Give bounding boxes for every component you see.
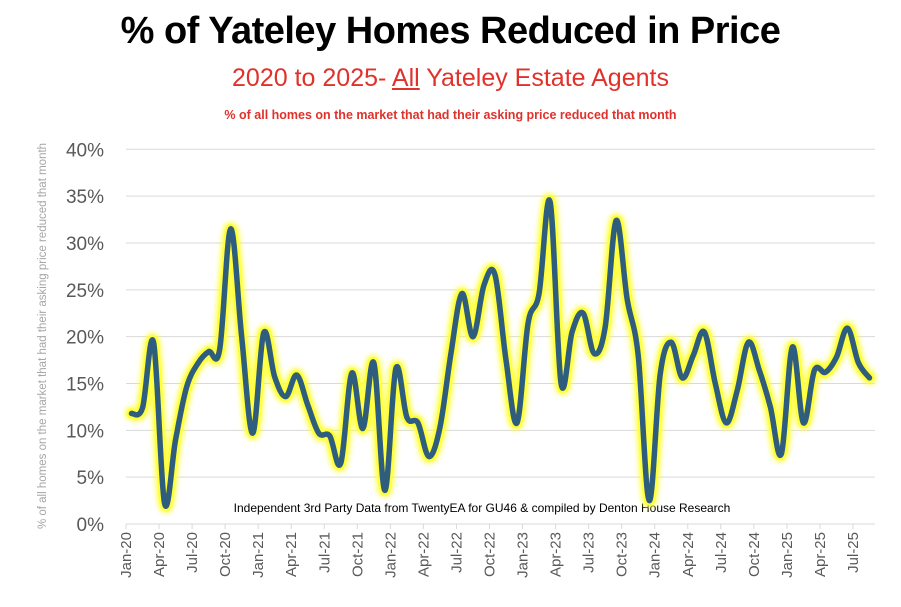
x-tick-label: Oct-24 (746, 532, 763, 577)
x-tick-label: Jul-25 (845, 532, 862, 573)
x-tick-label: Apr-23 (548, 532, 565, 577)
x-tick-label: Jan-25 (779, 532, 796, 578)
y-tick-label: 15% (66, 374, 104, 395)
y-tick-label: 40% (66, 140, 104, 161)
y-tick-label: 30% (66, 234, 104, 255)
x-tick-label: Oct-23 (614, 532, 631, 577)
y-tick-label: 35% (66, 187, 104, 208)
x-tick-label: Jan-20 (118, 532, 135, 578)
x-tick-label: Apr-24 (680, 532, 697, 577)
subtitle-suffix: Yateley Estate Agents (419, 64, 669, 92)
y-tick-label: 25% (66, 281, 104, 302)
x-tick-label: Jan-24 (647, 532, 664, 578)
y-tick-label: 20% (66, 328, 104, 349)
y-tick-label: 10% (66, 421, 104, 442)
x-tick-label: Jul-21 (316, 532, 333, 573)
x-tick-label: Apr-20 (151, 532, 168, 577)
y-tick-label: 0% (77, 515, 105, 536)
x-tick-label: Jan-22 (382, 532, 399, 578)
y-axis-label: % of all homes on the market that had th… (37, 143, 49, 529)
x-tick-label: Jul-24 (713, 532, 730, 573)
series-line (128, 197, 873, 509)
x-tick-label: Apr-22 (415, 532, 432, 577)
series-line-group (124, 192, 877, 514)
x-tick-label: Apr-21 (283, 532, 300, 577)
chart-note: % of all homes on the market that had th… (224, 108, 677, 122)
x-tick-label: Jul-22 (448, 532, 465, 573)
subtitle-prefix: 2020 to 2025- (232, 64, 392, 92)
y-tick-label: 5% (77, 468, 105, 489)
chart-title: % of Yateley Homes Reduced in Price (120, 10, 781, 52)
x-tick-label: Jan-23 (515, 532, 532, 578)
subtitle-underlined: All (391, 64, 420, 92)
chart-subtitle: 2020 to 2025- All Yateley Estate Agents (0, 64, 901, 93)
source-annotation: Independent 3rd Party Data from TwentyEA… (234, 501, 731, 515)
x-tick-label: Oct-20 (217, 532, 234, 577)
x-tick-label: Apr-25 (812, 532, 829, 577)
x-tick-label: Oct-22 (481, 532, 498, 577)
x-tick-label: Jan-21 (250, 532, 267, 578)
x-tick-label: Jul-23 (581, 532, 598, 573)
x-tick-label: Jul-20 (184, 532, 201, 573)
x-axis: Jan-20 Apr-20 Jul-20 Oct-20 Jan-21 Apr-21 Jul-… (118, 523, 875, 578)
x-tick-label: Oct-21 (349, 532, 366, 577)
y-axis-ticks: 0% 5% 10% 15% 20% 25% 30% 35% 40% (66, 140, 104, 536)
